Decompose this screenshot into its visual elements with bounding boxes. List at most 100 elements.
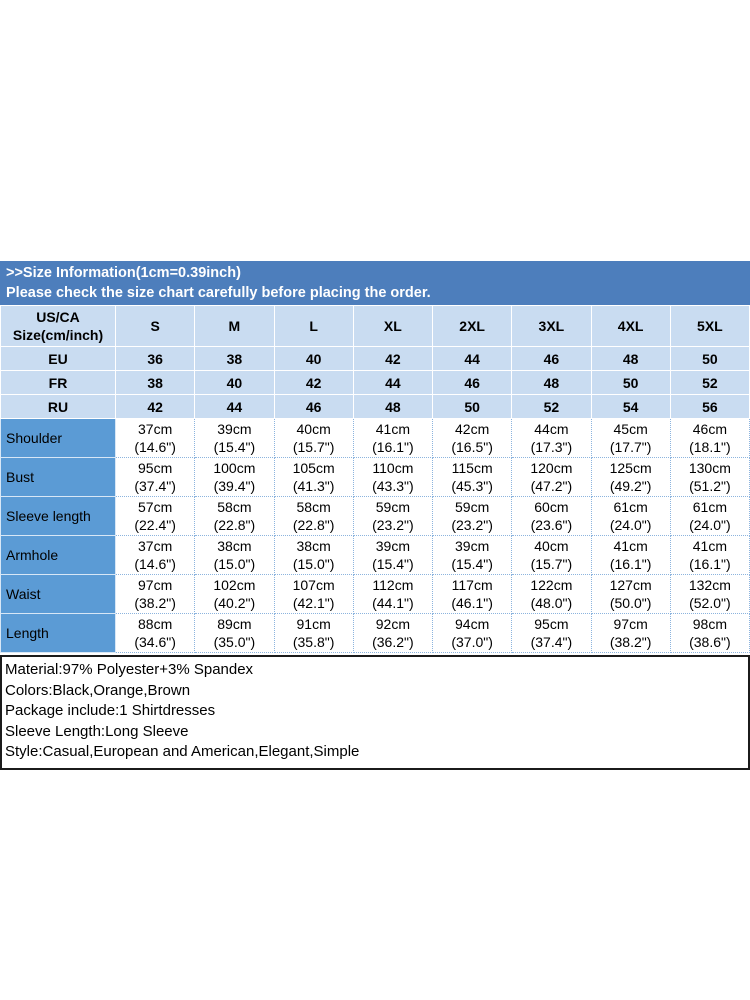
measurement-cell: 38cm (15.0") [273, 535, 354, 575]
size-chart-table: US/CA Size(cm/inch) S M L XL 2XL 3XL 4XL… [0, 305, 750, 653]
measurement-cell: 97cm (38.2") [114, 574, 196, 614]
measurement-cell: 120cm (47.2") [511, 457, 592, 497]
size-info-section: >>Size Information(1cm=0.39inch) Please … [0, 261, 750, 770]
measurement-cell: 95cm (37.4") [511, 613, 592, 653]
region-size-cell: 36 [114, 346, 196, 371]
size-col-header: M [194, 305, 275, 347]
region-size-cell: 46 [431, 370, 513, 395]
measurement-row-waist: Waist 97cm (38.2") 102cm (40.2") 107cm (… [0, 574, 750, 614]
measurement-row-length: Length 88cm (34.6") 89cm (35.0") 91cm (3… [0, 613, 750, 653]
region-size-cell: 52 [669, 370, 750, 395]
region-size-cell: 50 [669, 346, 750, 371]
measurement-row-bust: Bust 95cm (37.4") 100cm (39.4") 105cm (4… [0, 457, 750, 497]
region-size-cell: 42 [114, 394, 196, 419]
size-col-header: 3XL [511, 305, 592, 347]
region-size-cell: 48 [352, 394, 434, 419]
measurement-cell: 88cm (34.6") [114, 613, 196, 653]
measurement-row-shoulder: Shoulder 37cm (14.6") 39cm (15.4") 40cm … [0, 418, 750, 458]
measurement-row-label: Sleeve length [0, 496, 116, 536]
measurement-cell: 100cm (39.4") [194, 457, 275, 497]
size-col-header: 5XL [669, 305, 750, 347]
measurement-cell: 37cm (14.6") [114, 418, 196, 458]
region-row-ru: RU 42 44 46 48 50 52 54 56 [0, 394, 750, 419]
region-size-cell: 38 [194, 346, 275, 371]
region-size-cell: 42 [352, 346, 434, 371]
region-size-cell: 38 [114, 370, 196, 395]
region-row-label: RU [0, 394, 116, 419]
size-col-header: XL [352, 305, 434, 347]
region-size-cell: 50 [590, 370, 671, 395]
measurement-cell: 110cm (43.3") [352, 457, 434, 497]
measurement-cell: 41cm (16.1") [669, 535, 750, 575]
region-size-cell: 40 [273, 346, 354, 371]
region-size-cell: 44 [431, 346, 513, 371]
measurement-cell: 39cm (15.4") [431, 535, 513, 575]
product-details-box: Material:97% Polyester+3% Spandex Colors… [0, 655, 750, 770]
measurement-row-label: Waist [0, 574, 116, 614]
measurement-cell: 125cm (49.2") [590, 457, 671, 497]
measurement-cell: 98cm (38.6") [669, 613, 750, 653]
measurement-cell: 46cm (18.1") [669, 418, 750, 458]
measurement-cell: 61cm (24.0") [669, 496, 750, 536]
size-info-note: Please check the size chart carefully be… [6, 285, 431, 301]
size-col-header: 2XL [431, 305, 513, 347]
size-info-title: >>Size Information(1cm=0.39inch) [6, 265, 241, 281]
measurement-cell: 38cm (15.0") [194, 535, 275, 575]
region-size-cell: 44 [194, 394, 275, 419]
measurement-cell: 60cm (23.6") [511, 496, 592, 536]
region-size-cell: 42 [273, 370, 354, 395]
measurement-cell: 41cm (16.1") [590, 535, 671, 575]
measurement-cell: 92cm (36.2") [352, 613, 434, 653]
detail-colors: Colors:Black,Orange,Brown [5, 681, 191, 699]
measurement-cell: 61cm (24.0") [590, 496, 671, 536]
size-col-header: L [273, 305, 354, 347]
measurement-cell: 44cm (17.3") [511, 418, 592, 458]
size-col-header: S [114, 305, 196, 347]
measurement-cell: 117cm (46.1") [431, 574, 513, 614]
measurement-cell: 58cm (22.8") [194, 496, 275, 536]
measurement-cell: 41cm (16.1") [352, 418, 434, 458]
detail-material: Material:97% Polyester+3% Spandex [5, 661, 254, 678]
measurement-cell: 42cm (16.5") [431, 418, 513, 458]
size-header-corner: US/CA Size(cm/inch) [0, 305, 116, 347]
measurement-cell: 130cm (51.2") [669, 457, 750, 497]
measurement-cell: 45cm (17.7") [590, 418, 671, 458]
size-header-row: US/CA Size(cm/inch) S M L XL 2XL 3XL 4XL… [0, 305, 750, 347]
measurement-cell: 58cm (22.8") [273, 496, 354, 536]
region-size-cell: 46 [511, 346, 592, 371]
region-row-fr: FR 38 40 42 44 46 48 50 52 [0, 370, 750, 395]
measurement-cell: 97cm (38.2") [590, 613, 671, 653]
measurement-cell: 39cm (15.4") [352, 535, 434, 575]
region-size-cell: 48 [590, 346, 671, 371]
region-row-label: EU [0, 346, 116, 371]
region-size-cell: 54 [590, 394, 671, 419]
region-row-label: FR [0, 370, 116, 395]
region-size-cell: 50 [431, 394, 513, 419]
measurement-cell: 91cm (35.8") [273, 613, 354, 653]
measurement-cell: 94cm (37.0") [431, 613, 513, 653]
measurement-cell: 115cm (45.3") [431, 457, 513, 497]
region-size-cell: 40 [194, 370, 275, 395]
measurement-cell: 122cm (48.0") [511, 574, 592, 614]
region-size-cell: 44 [352, 370, 434, 395]
detail-package: Package include:1 Shirtdresses [5, 702, 216, 719]
measurement-cell: 132cm (52.0") [669, 574, 750, 614]
detail-style: Style:Casual,European and American,Elega… [5, 743, 360, 760]
measurement-row-label: Length [0, 613, 116, 653]
region-row-eu: EU 36 38 40 42 44 46 48 50 [0, 346, 750, 371]
measurement-cell: 95cm (37.4") [114, 457, 196, 497]
measurement-row-armhole: Armhole 37cm (14.6") 38cm (15.0") 38cm (… [0, 535, 750, 575]
measurement-cell: 89cm (35.0") [194, 613, 275, 653]
measurement-row-label: Shoulder [0, 418, 116, 458]
region-size-cell: 56 [669, 394, 750, 419]
size-info-banner: >>Size Information(1cm=0.39inch) Please … [0, 261, 750, 305]
measurement-cell: 107cm (42.1") [273, 574, 354, 614]
measurement-cell: 112cm (44.1") [352, 574, 434, 614]
measurement-cell: 59cm (23.2") [431, 496, 513, 536]
measurement-cell: 57cm (22.4") [114, 496, 196, 536]
measurement-cell: 39cm (15.4") [194, 418, 275, 458]
region-size-cell: 48 [511, 370, 592, 395]
measurement-row-label: Armhole [0, 535, 116, 575]
measurement-cell: 105cm (41.3") [273, 457, 354, 497]
measurement-row-label: Bust [0, 457, 116, 497]
